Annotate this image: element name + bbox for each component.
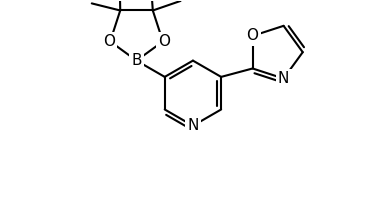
Text: N: N	[278, 71, 289, 86]
Text: B: B	[131, 53, 142, 68]
Text: N: N	[187, 118, 199, 133]
Text: O: O	[103, 34, 115, 49]
Text: O: O	[247, 28, 259, 43]
Text: O: O	[158, 34, 170, 49]
